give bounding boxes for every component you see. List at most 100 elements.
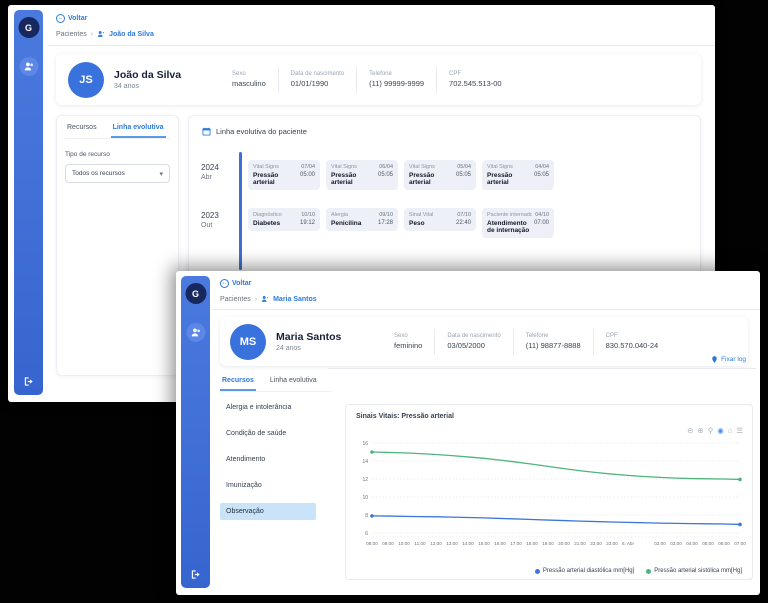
svg-text:11:00: 11:00 xyxy=(414,541,426,546)
svg-text:14:00: 14:00 xyxy=(462,541,474,546)
breadcrumb: Pacientes › Maria Santos xyxy=(220,295,317,303)
svg-text:6. Abr: 6. Abr xyxy=(622,541,634,546)
breadcrumb-patients[interactable]: Pacientes xyxy=(220,296,251,303)
tab-linha-evolutiva[interactable]: Linha evolutiva xyxy=(111,118,166,138)
svg-text:12: 12 xyxy=(362,477,368,483)
svg-text:08:00: 08:00 xyxy=(366,541,378,546)
screenshot-canvas: G ← Voltar Pacientes › João da Silva JS … xyxy=(0,0,768,603)
patient-fields: SexomasculinoData de nascimento01/01/199… xyxy=(220,67,514,93)
event-type: Vital Signs xyxy=(487,164,513,170)
patient-icon xyxy=(97,30,105,38)
event-type: Sinal Vital xyxy=(409,212,433,218)
timeline-event-card[interactable]: Sinal Vital07/10Peso22:40 xyxy=(404,208,476,231)
svg-text:13:00: 13:00 xyxy=(446,541,458,546)
timeline-title: Linha evolutiva do paciente xyxy=(216,127,307,136)
menu-icon[interactable]: ☰ xyxy=(736,427,743,435)
chart-toolbar: ⊖ ⊕ ⚲◉ ⌂☰ xyxy=(687,427,743,435)
timeline-header: Linha evolutiva do paciente xyxy=(189,116,700,136)
field-value: feminino xyxy=(394,341,422,350)
event-type: Vital Signs xyxy=(409,164,435,170)
camera-icon[interactable]: ◉ xyxy=(717,427,724,435)
svg-text:17:00: 17:00 xyxy=(510,541,522,546)
back-button[interactable]: ← Voltar xyxy=(56,14,87,23)
field-label: CPF xyxy=(449,71,502,77)
home-icon[interactable]: ⌂ xyxy=(728,427,733,435)
tab-recursos[interactable]: Recursos xyxy=(220,371,256,391)
event-date: 09/10 xyxy=(379,212,393,218)
patients-nav-icon[interactable] xyxy=(19,57,38,76)
field-label: Telefone xyxy=(369,71,424,77)
vitals-chart-svg[interactable]: 161412108608:0009:0010:0011:0012:0013:00… xyxy=(354,437,746,555)
timeline-month: Abr xyxy=(201,174,248,181)
zoom-in-icon[interactable]: ⊕ xyxy=(697,427,703,435)
chart-legend: Pressão arterial diastólica mm[Hg] Pressã… xyxy=(535,568,742,574)
field-value: 03/05/2000 xyxy=(447,341,500,350)
timeline-event-card[interactable]: Alergia09/10Penicilina17:28 xyxy=(326,208,398,231)
field-label: Sexo xyxy=(394,333,422,339)
timeline-event-card[interactable]: Vital Signs07/04Pressão arterial05:00 xyxy=(248,160,320,190)
tab-recursos[interactable]: Recursos xyxy=(65,118,99,138)
patient-age: 34 anos xyxy=(114,83,202,90)
patient-age: 24 anos xyxy=(276,345,364,352)
resource-type-select[interactable]: Todos os recursos ▾ xyxy=(65,164,170,183)
timeline-event-card[interactable]: Vital Signs05/04Pressão arterial05:05 xyxy=(404,160,476,190)
resource-item-imunização[interactable]: Imunização xyxy=(220,477,316,494)
patient-field: CPF702.545.513-00 xyxy=(437,71,514,89)
patients-nav-icon[interactable] xyxy=(186,323,205,342)
legend-item[interactable]: Pressão arterial diastólica mm[Hg] xyxy=(535,568,634,574)
event-type: Paciente internado xyxy=(487,212,532,218)
timeline-year: 2023 xyxy=(201,211,248,220)
timeline-groups: 2024AbrVital Signs07/04Pressão arterial0… xyxy=(201,160,692,256)
patient-name: Maria Santos xyxy=(276,331,364,343)
legend-item[interactable]: Pressão arterial sistólica mm[Hg] xyxy=(646,568,742,574)
panel-tabs: Recursos Linha evolutiva xyxy=(220,371,332,392)
timeline-group: 2023OutDiagnóstico10/10Diabetes19:12Aler… xyxy=(201,208,692,238)
back-button[interactable]: ← Voltar xyxy=(220,279,251,288)
app-logo-icon[interactable]: G xyxy=(18,17,39,38)
legend-marker-icon xyxy=(646,569,651,574)
logout-icon[interactable] xyxy=(190,567,201,578)
pin-log-label: Fixar log xyxy=(721,356,746,363)
zoom-out-icon[interactable]: ⊖ xyxy=(687,427,693,435)
timeline-event-card[interactable]: Vital Signs04/04Pressão arterial05:05 xyxy=(482,160,554,190)
logout-icon[interactable] xyxy=(23,374,34,385)
resource-item-condição-de-saúde[interactable]: Condição de saúde xyxy=(220,425,316,442)
resource-item-observação[interactable]: Observação xyxy=(220,503,316,520)
event-time: 19:12 xyxy=(300,220,315,227)
app-logo-icon[interactable]: G xyxy=(185,283,206,304)
field-label: Data de nascimento xyxy=(447,333,500,339)
people-icon xyxy=(23,61,34,72)
timeline-cards: Vital Signs07/04Pressão arterial05:00Vit… xyxy=(248,160,554,190)
timeline-event-card[interactable]: Paciente internado04/10Atendimento de in… xyxy=(482,208,554,238)
patient-summary-card: JS João da Silva 34 anos SexomasculinoDa… xyxy=(56,54,701,105)
breadcrumb-patients[interactable]: Pacientes xyxy=(56,31,87,38)
event-type: Diagnóstico xyxy=(253,212,282,218)
pin-log-link[interactable]: Fixar log xyxy=(711,356,746,363)
resource-item-alergia-e-intolerância[interactable]: Alergia e intolerância xyxy=(220,399,316,416)
svg-text:05:00: 05:00 xyxy=(702,541,714,546)
event-time: 05:05 xyxy=(456,172,471,186)
svg-text:07:00: 07:00 xyxy=(734,541,746,546)
legend-label: Pressão arterial diastólica mm[Hg] xyxy=(543,568,634,574)
legend-marker-icon xyxy=(535,569,540,574)
timeline-event-card[interactable]: Vital Signs06/04Pressão arterial05:05 xyxy=(326,160,398,190)
timeline-period: 2024Abr xyxy=(201,160,248,190)
magnifier-icon[interactable]: ⚲ xyxy=(708,427,714,435)
svg-text:16: 16 xyxy=(362,441,368,447)
back-button-label: Voltar xyxy=(68,15,87,22)
header-divider xyxy=(212,309,760,310)
resource-list: Alergia e intolerância Condição de saúde A… xyxy=(220,399,316,529)
svg-text:20:00: 20:00 xyxy=(558,541,570,546)
content-divider xyxy=(328,368,756,369)
patient-field: Data de nascimento01/01/1990 xyxy=(279,71,356,89)
timeline-event-card[interactable]: Diagnóstico10/10Diabetes19:12 xyxy=(248,208,320,231)
breadcrumb-current: João da Silva xyxy=(109,31,154,38)
legend-label: Pressão arterial sistólica mm[Hg] xyxy=(654,568,742,574)
resource-item-atendimento[interactable]: Atendimento xyxy=(220,451,316,468)
window-patient-maria: G ← Voltar Pacientes › Maria Santos MS M… xyxy=(176,271,760,595)
tab-linha-evolutiva[interactable]: Linha evolutiva xyxy=(268,371,319,391)
pin-icon xyxy=(711,356,718,363)
back-arrow-icon: ← xyxy=(56,14,65,23)
patient-field: CPF830.570.040-24 xyxy=(594,333,671,351)
field-label: Sexo xyxy=(232,71,266,77)
